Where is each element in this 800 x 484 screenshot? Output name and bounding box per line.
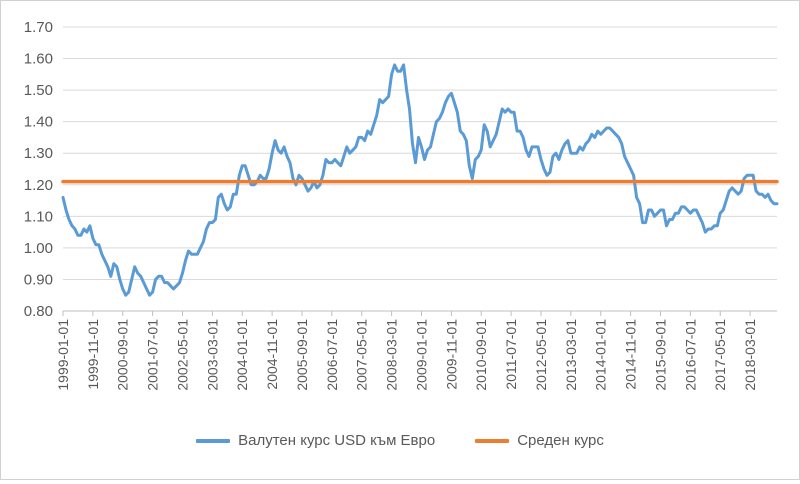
legend-label-average-rate: Среден курс bbox=[517, 432, 604, 449]
x-tick-label-8: 2005-09-01 bbox=[294, 319, 310, 391]
x-tick-label-12: 2009-01-01 bbox=[413, 319, 429, 391]
legend-item-exchange-rate: Валутен курс USD към Евро bbox=[196, 432, 435, 449]
x-tick-label-7: 2004-11-01 bbox=[264, 319, 280, 390]
x-tick-label-16: 2012-05-01 bbox=[533, 319, 549, 391]
y-tick-label-4: 1.20 bbox=[24, 177, 53, 194]
x-tick-label-22: 2017-05-01 bbox=[712, 319, 728, 391]
x-tick-label-13: 2009-11-01 bbox=[443, 319, 459, 390]
legend-swatch-exchange-rate bbox=[196, 438, 231, 443]
x-tick-label-10: 2007-05-01 bbox=[354, 319, 370, 391]
y-tick-label-1: 0.90 bbox=[24, 271, 53, 288]
y-axis: 0.80 0.90 1.00 1.10 1.20 1.30 1.40 1.50 1.60 1.70 bbox=[24, 19, 53, 320]
x-tick-label-19: 2014-11-01 bbox=[623, 319, 639, 390]
x-tick-label-9: 2006-07-01 bbox=[324, 319, 340, 391]
y-tick-label-0: 0.80 bbox=[24, 303, 53, 320]
x-tick-label-11: 2008-03-01 bbox=[384, 319, 400, 391]
y-tick-label-6: 1.40 bbox=[24, 114, 53, 131]
x-tick-label-18: 2014-01-01 bbox=[593, 319, 609, 391]
x-tick-label-21: 2016-07-01 bbox=[682, 319, 698, 391]
y-tick-label-8: 1.60 bbox=[24, 51, 53, 68]
x-tick-label-0: 1999-01-01 bbox=[55, 319, 71, 391]
x-tick-label-17: 2013-03-01 bbox=[563, 319, 579, 391]
series-lines bbox=[61, 63, 779, 297]
x-tick-label-23: 2018-03-01 bbox=[742, 319, 758, 391]
x-tick-label-20: 2015-09-01 bbox=[652, 319, 668, 391]
legend: Валутен курс USD към Евро Среден курс bbox=[0, 432, 800, 449]
x-tick-label-4: 2002-05-01 bbox=[174, 319, 190, 391]
x-axis: 1999-01-01 1999-11-01 2000-09-01 2001-07-01… bbox=[55, 310, 777, 391]
x-tick-label-5: 2003-03-01 bbox=[204, 319, 220, 391]
legend-item-average-rate: Среден курс bbox=[475, 432, 604, 449]
y-tick-label-5: 1.30 bbox=[24, 145, 53, 162]
x-tick-label-15: 2011-07-01 bbox=[503, 319, 519, 390]
x-tick-label-6: 2004-01-01 bbox=[234, 319, 250, 391]
y-tick-label-3: 1.10 bbox=[24, 208, 53, 225]
x-tick-label-1: 1999-11-01 bbox=[85, 319, 101, 390]
gridlines bbox=[63, 26, 777, 312]
legend-swatch-average-rate bbox=[475, 438, 510, 443]
x-tick-label-14: 2010-09-01 bbox=[473, 319, 489, 391]
y-tick-label-9: 1.70 bbox=[24, 19, 53, 36]
x-tick-label-3: 2001-07-01 bbox=[145, 319, 161, 391]
y-tick-label-7: 1.50 bbox=[24, 82, 53, 99]
x-tick-label-2: 2000-09-01 bbox=[115, 319, 131, 391]
legend-label-exchange-rate: Валутен курс USD към Евро bbox=[238, 432, 436, 449]
y-tick-label-2: 1.00 bbox=[24, 240, 53, 257]
series-line-exchange-rate bbox=[61, 63, 779, 297]
